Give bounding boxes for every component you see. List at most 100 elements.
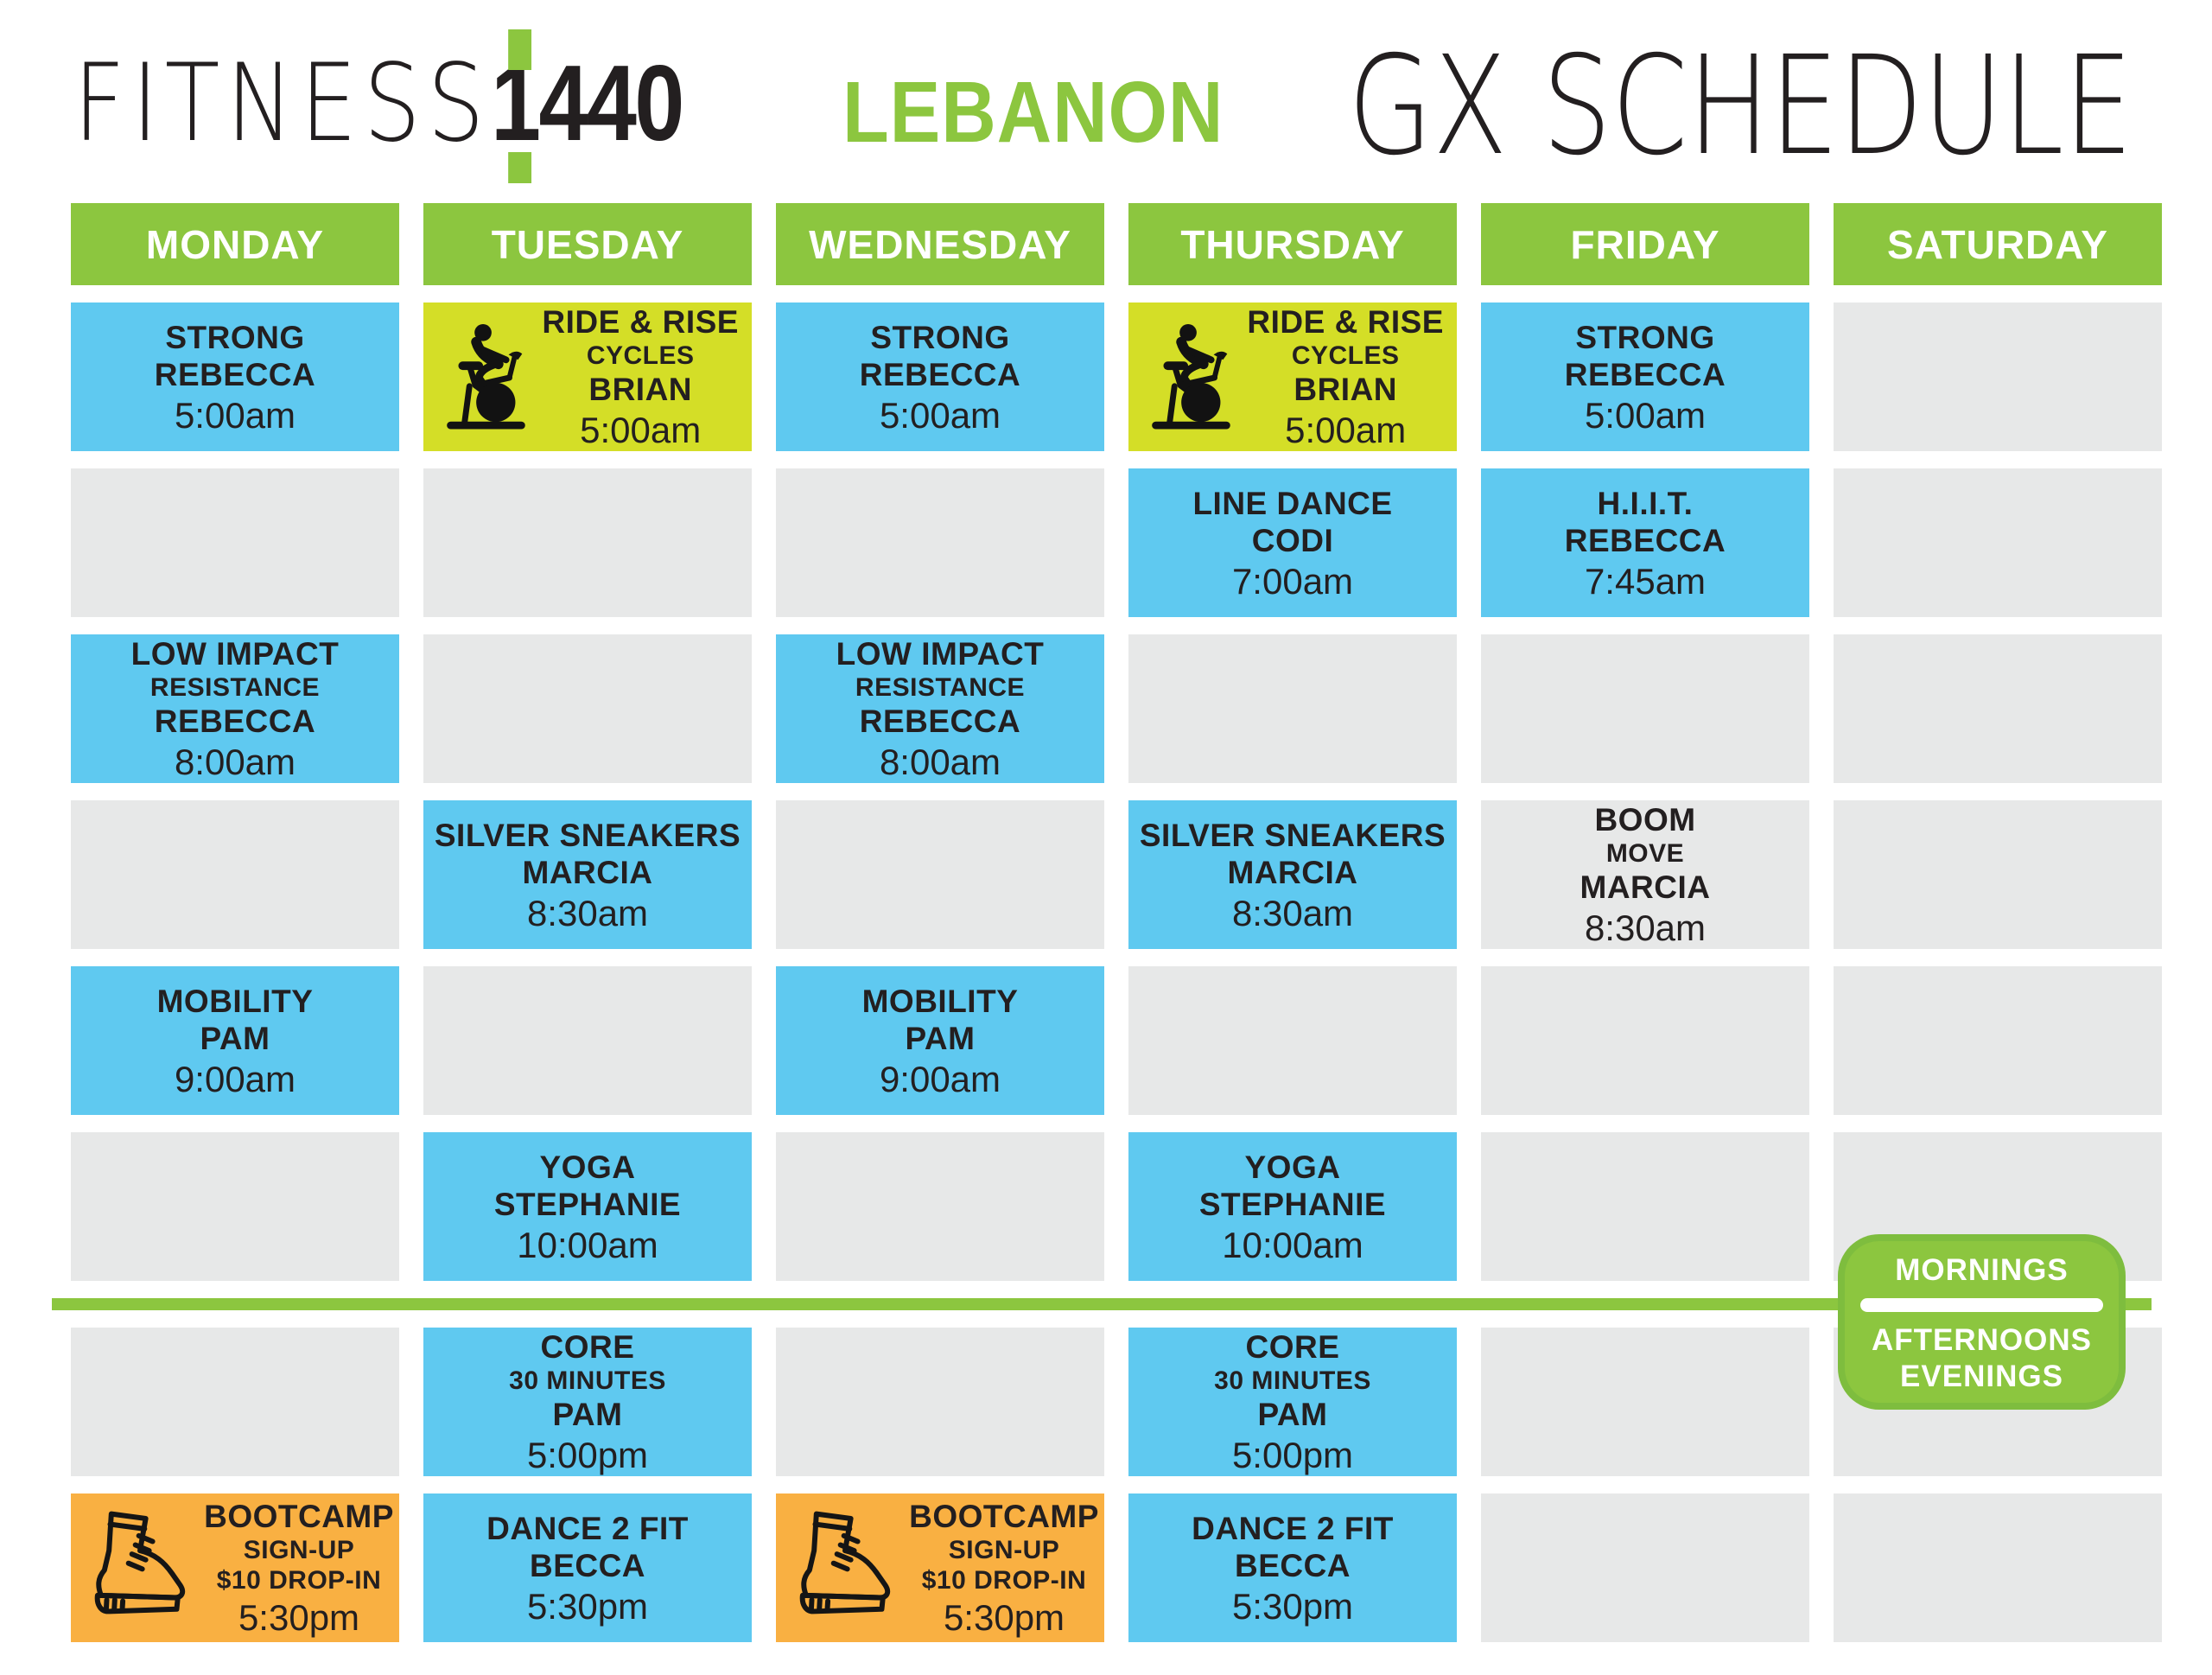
card-title-line: REBECCA (1564, 522, 1726, 558)
page-title: GX SCHEDULE (1347, 27, 2133, 186)
class-card: DANCE 2 FIT BECCA 5:30pm (423, 1493, 752, 1642)
card-time-line: 5:30pm (1231, 1585, 1354, 1627)
schedule-divider-line (52, 1298, 2152, 1310)
class-card-text: BOOTCAMP SIGN-UP $10 DROP-IN 5:30pm (204, 1498, 394, 1638)
location-title: LEBANON (842, 64, 1224, 161)
class-card-text: MOBILITY PAM 9:00am (862, 970, 1019, 1111)
spin-bike-icon (1137, 322, 1243, 432)
empty-cell (1834, 1493, 2162, 1642)
card-time-line: 9:00am (174, 1058, 296, 1099)
card-title-line: REBECCA (859, 704, 1021, 739)
class-card-text: CORE 30 MINUTES PAM 5:00pm (1214, 1328, 1371, 1475)
empty-cell (776, 468, 1104, 617)
class-card: RIDE & RISE CYCLES BRIAN 5:00am (1128, 303, 1457, 451)
card-time-line: 8:30am (526, 892, 649, 933)
card-title-line: SILVER SNEAKERS (434, 817, 741, 853)
empty-cell (423, 966, 752, 1115)
card-title-line: PAM (905, 1020, 976, 1056)
card-time-line: 5:00am (1285, 410, 1407, 450)
class-card: LOW IMPACT RESISTANCE REBECCA 8:00am (776, 634, 1104, 783)
card-title-line: MARCIA (1580, 869, 1711, 905)
empty-cell (1834, 634, 2162, 783)
card-sub-line: CYCLES (586, 341, 695, 370)
class-card-text: RIDE & RISE CYCLES BRIAN 5:00am (537, 303, 743, 450)
class-card: LOW IMPACT RESISTANCE REBECCA 8:00am (71, 634, 399, 783)
class-card: STRONG REBECCA 5:00am (1481, 303, 1809, 451)
card-time-line: 9:00am (879, 1058, 1001, 1099)
card-title-line: LOW IMPACT (836, 636, 1045, 672)
card-title-line: SILVER SNEAKERS (1139, 817, 1446, 853)
empty-cell (1481, 1493, 1809, 1642)
card-title-line: REBECCA (859, 356, 1021, 392)
card-title-line: STEPHANIE (493, 1186, 682, 1222)
card-title-line: BECCA (529, 1547, 646, 1583)
legend-badge: MORNINGS AFTERNOONS EVENINGS (1838, 1234, 2126, 1410)
card-time-line: 8:30am (1584, 908, 1707, 948)
day-header-tuesday: TUESDAY (423, 203, 752, 285)
class-card-text: STRONG REBECCA 5:00am (1565, 306, 1726, 448)
day-header-monday: MONDAY (71, 203, 399, 285)
empty-cell (1834, 303, 2162, 451)
card-time-line: 5:00pm (526, 1435, 649, 1475)
card-title-line: PAM (1257, 1397, 1328, 1432)
day-header-saturday: SATURDAY (1834, 203, 2162, 285)
class-card: MOBILITY PAM 9:00am (71, 966, 399, 1115)
card-title-line: CORE (1245, 1329, 1340, 1365)
class-card-text: LINE DANCE CODI 7:00am (1192, 472, 1392, 614)
class-card-text: STRONG REBECCA 5:00am (860, 306, 1020, 448)
day-header-thursday: THURSDAY (1128, 203, 1457, 285)
card-time-line: 5:00am (1584, 394, 1707, 436)
class-card-text: H.I.I.T. REBECCA 7:45am (1565, 472, 1726, 614)
card-time-line: 8:00am (879, 742, 1001, 782)
class-card: SILVER SNEAKERS MARCIA 8:30am (1128, 800, 1457, 949)
card-title-line: BRIAN (1294, 372, 1398, 407)
legend-badge-inner (1845, 1241, 2119, 1403)
legend-afternoons-evenings-label: AFTERNOONS EVENINGS (1838, 1322, 2126, 1395)
empty-cell (1481, 1132, 1809, 1281)
card-title-line: REBECCA (154, 704, 316, 739)
class-card-text: RIDE & RISE CYCLES BRIAN 5:00am (1243, 303, 1448, 450)
class-card-text: CORE 30 MINUTES PAM 5:00pm (509, 1328, 666, 1475)
card-title-line: BOOM (1594, 802, 1696, 838)
empty-cell (1834, 966, 2162, 1115)
class-card-text: MOBILITY PAM 9:00am (157, 970, 314, 1111)
schedule-grid: MONDAY TUESDAY WEDNESDAY THURSDAY FRIDAY SATU… (52, 203, 2162, 1642)
empty-cell (71, 1328, 399, 1476)
card-title-line: MARCIA (1227, 854, 1358, 890)
class-card: YOGA STEPHANIE 10:00am (423, 1132, 752, 1281)
logo-green-bar-top-icon (508, 29, 532, 70)
legend-afternoons-label: AFTERNOONS (1872, 1323, 2092, 1357)
card-sub-line: 30 MINUTES (1214, 1366, 1371, 1395)
legend-mornings-label: MORNINGS (1895, 1253, 2069, 1287)
class-card: STRONG REBECCA 5:00am (71, 303, 399, 451)
card-title-line: REBECCA (154, 356, 316, 392)
empty-cell (1481, 1328, 1809, 1476)
class-card-text: YOGA STEPHANIE 10:00am (1199, 1136, 1386, 1277)
class-card-text: BOOM MOVE MARCIA 8:30am (1580, 801, 1711, 948)
card-title-line: BOOTCAMP (909, 1499, 1099, 1534)
card-time-line: 5:30pm (943, 1597, 1065, 1638)
card-sub-line: 30 MINUTES (509, 1366, 666, 1395)
legend-divider (1860, 1298, 2103, 1312)
card-time-line: 5:00am (174, 394, 296, 436)
card-time-line: 10:00am (1222, 1224, 1363, 1265)
class-card: YOGA STEPHANIE 10:00am (1128, 1132, 1457, 1281)
card-time-line: 8:30am (1231, 892, 1354, 933)
empty-cell (1481, 966, 1809, 1115)
card-title-line: CODI (1251, 522, 1334, 558)
card-title-line: STRONG (870, 319, 1010, 355)
card-title-line: STRONG (1575, 319, 1715, 355)
class-card: CORE 30 MINUTES PAM 5:00pm (423, 1328, 752, 1476)
card-title-line: DANCE 2 FIT (486, 1510, 689, 1546)
logo-fitness-text: FITNESS (73, 41, 492, 166)
card-sub-line: CYCLES (1291, 341, 1400, 370)
class-card-text: SILVER SNEAKERS MARCIA 8:30am (1140, 804, 1446, 946)
card-time-line: 5:30pm (238, 1597, 360, 1638)
class-card-text: DANCE 2 FIT BECCA 5:30pm (1192, 1497, 1394, 1639)
card-title-line: LINE DANCE (1192, 485, 1393, 521)
empty-cell (71, 468, 399, 617)
class-card: CORE 30 MINUTES PAM 5:00pm (1128, 1328, 1457, 1476)
empty-cell (776, 1328, 1104, 1476)
card-time-line: 7:00am (1231, 560, 1354, 602)
card-sub-line: SIGN-UP (948, 1536, 1060, 1564)
